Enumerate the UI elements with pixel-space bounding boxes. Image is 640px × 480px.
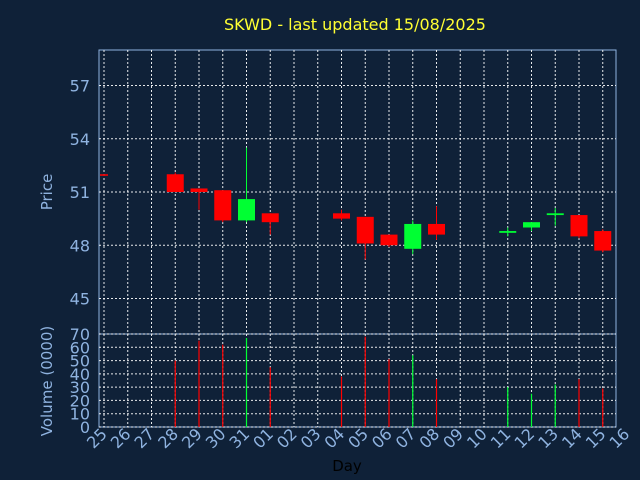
x-tick-label: 16 <box>605 424 633 452</box>
candle-body <box>214 190 232 221</box>
candle-body <box>404 223 422 249</box>
price-ytick-label: 45 <box>70 290 90 309</box>
candle-body <box>523 222 540 228</box>
volume-ylabel: Volume (0000) <box>38 326 56 436</box>
candle-body <box>428 223 445 235</box>
candles <box>100 147 612 260</box>
price-ytick-label: 54 <box>70 130 90 149</box>
candle-body <box>190 188 208 192</box>
volume-ytick-label: 60 <box>70 338 90 357</box>
price-ytick-label: 57 <box>70 77 90 96</box>
candle-body <box>380 234 398 246</box>
price-ylabel: Price <box>38 174 56 211</box>
candle-body <box>333 213 350 219</box>
volume-ytick-label: 50 <box>70 352 90 371</box>
candle-body <box>100 174 108 176</box>
volume-ytick-label: 0 <box>80 418 90 437</box>
candle-body <box>356 216 374 244</box>
candle-body <box>570 215 588 237</box>
x-axis: 2526272829303101020304050607080910111213… <box>83 424 633 452</box>
volume-ytick-label: 40 <box>70 365 90 384</box>
volume-bars <box>174 336 604 427</box>
candle-body <box>166 174 184 192</box>
candle-body <box>261 213 279 223</box>
candle-body <box>238 199 255 221</box>
chart-title: SKWD - last updated 15/08/2025 <box>224 15 486 34</box>
volume-ytick-label: 10 <box>70 405 90 424</box>
price-ytick-label: 51 <box>70 183 90 202</box>
price-panel: 45 48 51 54 57 Price <box>38 49 617 335</box>
x-axis-label: Day <box>332 457 362 475</box>
candle-body <box>499 231 517 233</box>
volume-grid <box>99 333 616 428</box>
volume-plot-frame <box>98 333 617 428</box>
volume-ytick-label: 20 <box>70 391 90 410</box>
volume-ytick-label: 70 <box>70 325 90 344</box>
candle-body <box>594 231 612 251</box>
price-yticks: 45 48 51 54 57 <box>70 77 90 309</box>
candle-body <box>546 213 564 216</box>
volume-ytick-label: 30 <box>70 378 90 397</box>
price-ytick-label: 48 <box>70 236 90 255</box>
